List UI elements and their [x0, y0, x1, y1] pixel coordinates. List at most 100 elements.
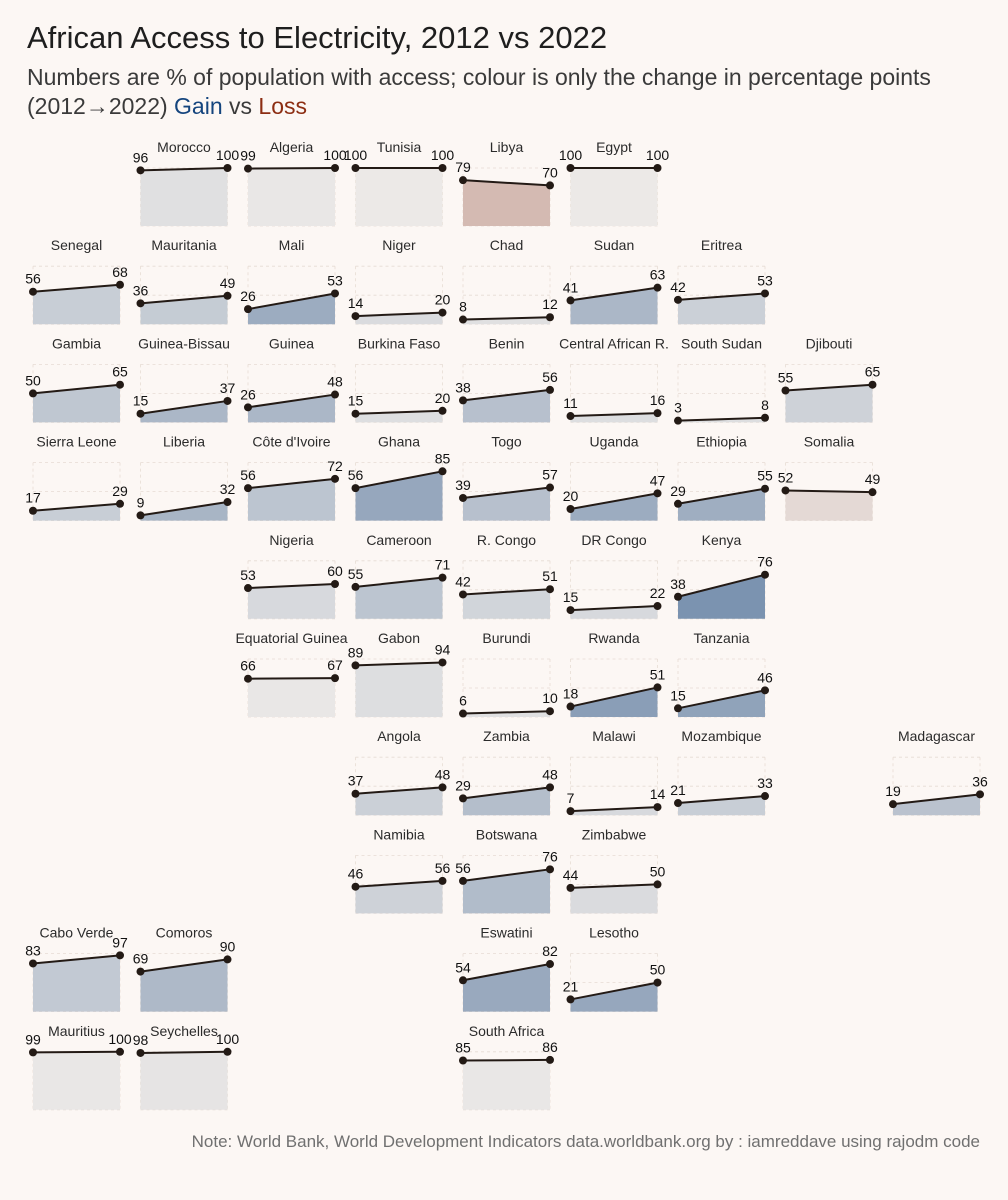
value-label-2012: 96	[133, 149, 149, 165]
area-mark	[248, 293, 335, 325]
value-label-2022: 100	[108, 1031, 132, 1047]
panel-eritrea: 42 53 Eritrea	[670, 237, 773, 325]
area-mark	[33, 503, 120, 521]
value-label-2022: 48	[435, 766, 451, 782]
point-2022	[116, 499, 124, 508]
point-2022	[331, 474, 339, 483]
series-line	[570, 286, 658, 302]
panel-title: Algeria	[270, 139, 314, 155]
point-2012	[29, 389, 37, 398]
value-label-2012: 52	[778, 469, 794, 485]
panel-benin: 38 56 Benin	[455, 335, 558, 423]
area-mark	[570, 493, 658, 521]
value-label-2012: 66	[240, 658, 256, 674]
point-2022	[438, 573, 447, 582]
value-label-2022: 100	[323, 147, 347, 163]
point-2012	[459, 493, 467, 502]
point-2012	[136, 1048, 145, 1057]
value-label-2012: 15	[670, 687, 686, 703]
value-label-2012: 15	[348, 393, 364, 409]
value-label-2022: 20	[435, 292, 451, 308]
panel-title: Central African R.	[559, 335, 669, 351]
point-2012	[459, 794, 467, 803]
point-2022	[653, 283, 662, 292]
panel-title: Rwanda	[588, 630, 640, 646]
value-label-2012: 55	[778, 370, 794, 386]
panel-title: Kenya	[702, 532, 742, 548]
area-mark	[355, 168, 443, 226]
area-mark	[355, 662, 443, 717]
series-line	[785, 489, 873, 494]
point-2012	[674, 499, 682, 508]
series-line	[140, 399, 228, 415]
value-label-2012: 21	[670, 782, 686, 798]
point-2012	[244, 484, 252, 493]
value-label-2012: 17	[25, 490, 41, 506]
value-label-2012: 42	[670, 279, 686, 295]
point-2022	[761, 570, 769, 579]
panel-uganda: 20 47 Uganda	[563, 434, 666, 521]
point-2022	[116, 951, 124, 960]
point-2012	[459, 315, 467, 324]
panel-title: Niger	[382, 237, 416, 253]
point-2012	[244, 674, 252, 683]
point-2022	[223, 291, 232, 300]
value-label-2022: 90	[220, 938, 236, 954]
point-2022	[546, 865, 554, 874]
value-label-2012: 11	[563, 395, 578, 411]
point-2012	[29, 959, 37, 968]
point-2022	[223, 164, 232, 172]
series-line	[677, 487, 766, 505]
panel-sudan: 41 63 Sudan	[563, 237, 665, 325]
panel-mozambique: 21 33 Mozambique	[670, 728, 773, 816]
value-label-2012: 7	[567, 790, 575, 806]
panel-sierra-leone: 17 29 Sierra Leone	[25, 434, 128, 521]
point-2022	[116, 280, 124, 289]
series-line	[355, 470, 443, 490]
panel-title: Guinea-Bissau	[138, 335, 230, 351]
value-label-2022: 60	[327, 563, 343, 579]
value-label-2022: 55	[757, 468, 773, 484]
panel-title: Equatorial Guinea	[235, 630, 347, 646]
chart-title: African Access to Electricity, 2012 vs 2…	[27, 20, 608, 55]
series-line	[462, 316, 551, 321]
panel-central-african-r: 11 16 Central African R.	[559, 335, 669, 423]
panel-burkina-faso: 15 20 Burkina Faso	[348, 335, 450, 423]
area-mark	[570, 884, 658, 914]
area-mark	[140, 959, 228, 1012]
value-label-2022: 47	[650, 472, 666, 488]
panel-madagascar: 19 36 Madagascar	[885, 728, 988, 816]
panel-title: Zambia	[483, 728, 530, 744]
value-label-2022: 51	[650, 666, 666, 682]
value-label-2022: 82	[542, 943, 558, 959]
area-mark	[463, 787, 550, 816]
value-label-2012: 19	[885, 783, 901, 799]
value-label-2012: 56	[348, 467, 364, 483]
area-mark	[785, 384, 873, 423]
value-label-2012: 36	[133, 282, 149, 298]
panel-angola: 37 48 Angola	[348, 728, 451, 816]
panel-title: Cabo Verde	[40, 925, 114, 941]
panel-equatorial-guinea: 66 67 Equatorial Guinea	[235, 630, 348, 718]
value-label-2022: 50	[650, 863, 666, 879]
value-label-2012: 18	[563, 686, 579, 702]
value-label-2012: 41	[563, 279, 579, 295]
point-2022	[546, 483, 554, 492]
point-2012	[29, 506, 37, 515]
area-mark	[248, 394, 335, 423]
point-2022	[223, 498, 232, 507]
value-label-2022: 68	[112, 264, 128, 280]
point-2012	[459, 976, 467, 985]
point-2012	[244, 584, 252, 593]
series-line	[140, 501, 228, 517]
point-2012	[459, 1056, 467, 1065]
panel-tunisia: 100 100 Tunisia	[344, 139, 454, 227]
panel-ethiopia: 29 55 Ethiopia	[670, 434, 773, 521]
area-mark	[33, 1051, 120, 1110]
series-line	[462, 868, 551, 882]
panel-title: Ghana	[378, 434, 420, 450]
value-label-2022: 71	[435, 557, 451, 573]
series-line	[462, 710, 551, 715]
